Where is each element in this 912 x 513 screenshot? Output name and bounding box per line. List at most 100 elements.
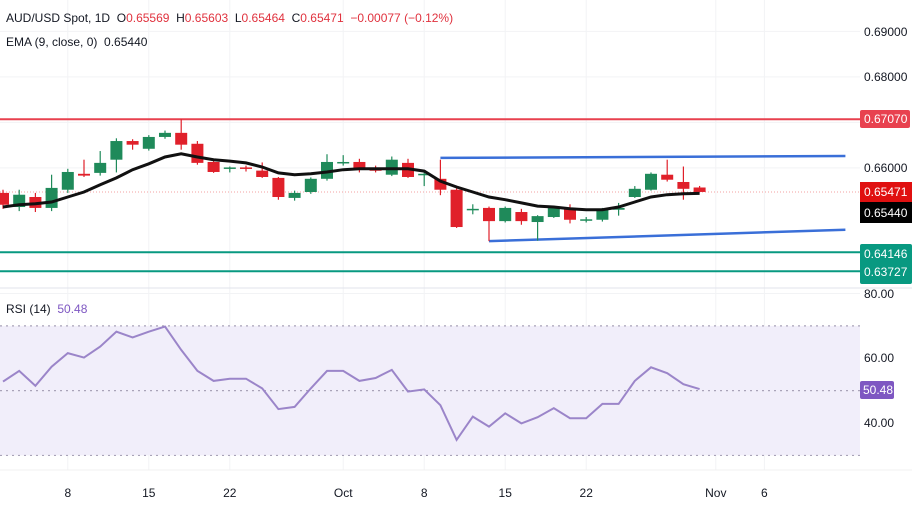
candle [288,190,301,201]
candle [304,177,317,194]
candle [45,174,58,212]
candle-body [45,187,58,208]
candle [175,119,188,150]
candle-body [110,141,123,160]
candle-body [661,174,674,180]
candle-body [78,173,90,176]
ema-badge: 0.65440 [860,202,912,223]
candle-body [645,173,657,190]
candle [61,168,74,193]
svg-text:0.67070: 0.67070 [864,112,908,126]
candle [240,165,252,172]
candle-body [191,143,204,163]
svg-text:0.65440: 0.65440 [864,206,908,220]
candle-body [94,162,107,173]
support-badges: 0.64146 0.63727 [860,244,912,284]
candle [693,185,706,193]
candle-body [337,161,350,164]
candle [256,162,269,178]
candle [580,217,593,223]
rsi-badge: 50.48 [860,381,894,399]
candle-body [466,208,479,211]
candle-body [677,181,690,189]
candle-body [304,178,317,192]
rsi-value: 50.48 [57,302,88,316]
candle [515,208,528,225]
horizontal-levels [0,118,860,273]
price-axis[interactable]: 0.69000 0.68000 0.66000 0.67070 0.65471 … [860,25,912,284]
candle [466,204,479,215]
candle-body [596,208,609,220]
candle-body [612,207,625,210]
rsi-label: RSI (14) [6,302,51,316]
time-axis[interactable]: 8 15 22 Oct 8 15 22 Nov 6 [64,486,768,500]
candle-body [450,189,463,228]
candle-body [353,161,366,170]
open-value: 0.65569 [126,11,170,25]
price-tick: 0.69000 [864,25,908,39]
time-tick: 8 [64,486,71,500]
candle [483,206,495,242]
ema-legend[interactable]: EMA (9, close, 0) 0.65440 [6,35,147,49]
candle-body [693,187,706,192]
candle-body [385,159,398,175]
resistance-badge: 0.67070 [860,110,910,128]
candle-body [0,192,9,205]
svg-text:0.65471: 0.65471 [864,185,908,199]
candle [207,161,220,173]
candle [159,130,171,139]
rsi-tick: 60.00 [864,351,894,365]
candle-body [288,192,301,198]
candle-body [321,161,333,179]
change-value: −0.00077 (−0.12%) [350,11,454,25]
candle-body [126,141,139,145]
candle [191,141,204,165]
candle-body [628,188,641,198]
candle-body [483,207,495,222]
candle [418,171,431,187]
candle-body [531,216,544,223]
candle-body [207,161,220,172]
ema-value: 0.65440 [104,35,148,49]
candle [272,176,285,200]
candle-body [499,207,512,222]
candle [110,138,123,173]
channel-lines [440,154,846,243]
time-tick: 22 [223,486,237,500]
candle [628,186,641,198]
candle [321,154,333,181]
ema-line [2,152,700,212]
ema-label: EMA (9, close, 0) [6,35,98,49]
candle-body [61,171,74,190]
rsi-legend[interactable]: RSI (14) 50.48 [6,302,87,316]
svg-text:0.64146: 0.64146 [864,247,908,261]
rsi-tick: 40.00 [864,416,894,430]
low-value: 0.65464 [241,11,285,25]
channel-trend-line [488,228,846,243]
candle-body [272,177,285,198]
symbol-legend[interactable]: AUD/USD Spot, 1D O0.65569 H0.65603 L0.65… [6,11,454,25]
candle [612,202,625,216]
candles [0,119,706,242]
svg-text:0.63727: 0.63727 [864,265,908,279]
time-tick: 6 [761,486,768,500]
candle-body [223,167,236,169]
time-tick: 15 [142,486,156,500]
candle [531,215,544,241]
rsi-axis[interactable]: 80.00 60.00 40.00 50.48 [860,287,894,430]
high-value: 0.65603 [184,11,229,25]
time-tick: 15 [499,486,513,500]
candle [337,155,350,166]
candle [450,188,463,228]
price-tick: 0.66000 [864,161,908,175]
candle-body [175,132,188,145]
candle [223,166,236,173]
candle-body [434,178,447,190]
candle-body [142,136,155,149]
candle [13,189,26,212]
channel-trend-line [440,154,846,160]
candle [434,159,447,196]
candle [94,151,107,176]
candle-body [159,132,171,137]
